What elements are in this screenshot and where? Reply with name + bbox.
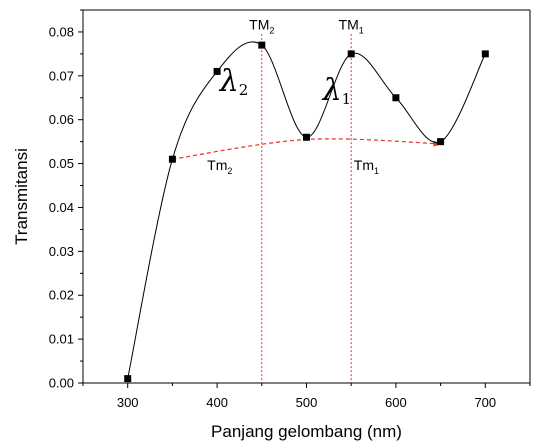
annotation-subscript: 1 bbox=[374, 166, 379, 176]
y-tick-label: 0.08 bbox=[49, 24, 74, 39]
data-point bbox=[303, 134, 310, 141]
plot-area: 300 400 500 600 700 0.00 0.01 0.02 0.03 0.04 0.05 0… bbox=[12, 10, 530, 441]
annotation-main: Tm bbox=[207, 157, 227, 173]
minima-envelope-line bbox=[172, 139, 440, 159]
annotation-subscript: 1 bbox=[342, 90, 352, 108]
y-tick-label: 0.07 bbox=[49, 68, 74, 83]
annotation-lambda1: λ1 bbox=[322, 73, 352, 108]
series-line bbox=[128, 42, 486, 379]
y-tick-label: 0.06 bbox=[49, 112, 74, 127]
annotation-subscript: 2 bbox=[227, 166, 232, 176]
annotation-subscript: 1 bbox=[359, 26, 364, 36]
annotation-main: TM bbox=[249, 17, 269, 33]
y-tick-label: 0.05 bbox=[49, 156, 74, 171]
y-tick-label: 0.01 bbox=[49, 332, 74, 347]
data-point bbox=[258, 42, 265, 49]
annotation-Tm2: Tm2 bbox=[207, 157, 232, 176]
data-point bbox=[124, 375, 131, 382]
x-tick-label: 700 bbox=[474, 395, 496, 410]
annotation-TM1: TM1 bbox=[339, 17, 364, 36]
annotation-main: TM bbox=[339, 17, 359, 33]
x-tick-label: 500 bbox=[296, 395, 318, 410]
y-tick-label: 0.00 bbox=[49, 376, 74, 391]
annotation-subscript: 2 bbox=[239, 81, 249, 99]
data-point bbox=[169, 156, 176, 163]
annotation-TM2: TM2 bbox=[249, 17, 274, 36]
annotation-main: Tm bbox=[354, 157, 374, 173]
x-tick-label: 300 bbox=[117, 395, 139, 410]
x-tick-label: 600 bbox=[385, 395, 407, 410]
y-tick-label: 0.02 bbox=[49, 288, 74, 303]
data-point bbox=[437, 138, 444, 145]
annotation-lambda2: λ2 bbox=[219, 64, 249, 99]
annotation-main: λ bbox=[219, 64, 239, 99]
x-tick-label: 400 bbox=[206, 395, 228, 410]
data-point bbox=[482, 50, 489, 57]
y-tick-label: 0.04 bbox=[49, 200, 74, 215]
annotation-Tm1: Tm1 bbox=[354, 157, 379, 176]
annotation-main: λ bbox=[322, 73, 342, 108]
y-axis-title: Transmitansi bbox=[12, 148, 31, 245]
data-point bbox=[392, 94, 399, 101]
y-tick-label: 0.03 bbox=[49, 244, 74, 259]
data-point bbox=[348, 50, 355, 57]
x-axis-title: Panjang gelombang (nm) bbox=[211, 422, 402, 441]
annotation-subscript: 2 bbox=[269, 26, 274, 36]
